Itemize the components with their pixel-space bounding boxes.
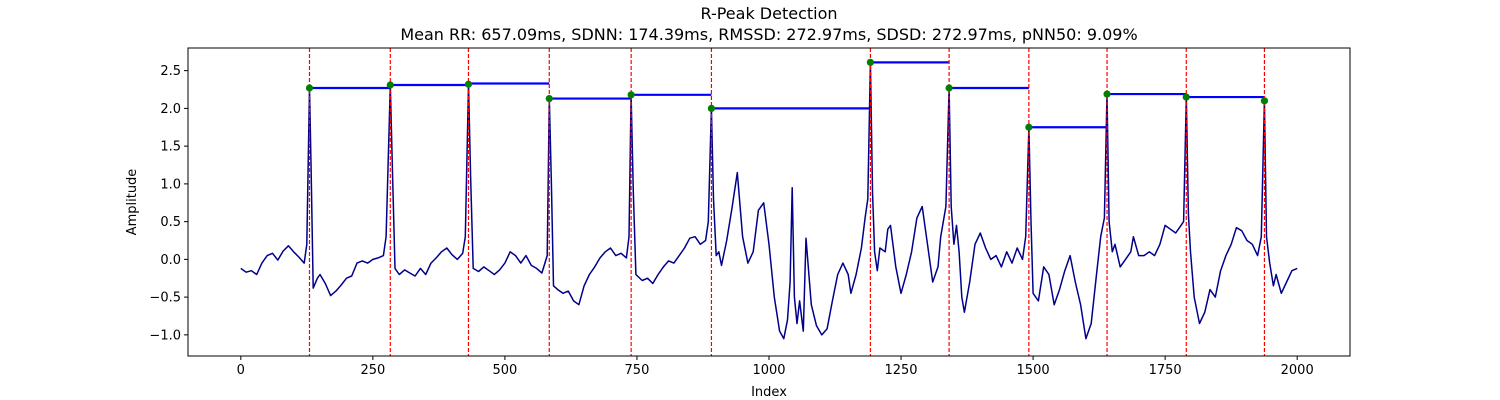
- y-tick-label: 0.5: [160, 215, 181, 230]
- r-peak-marker: [707, 104, 716, 112]
- r-peak-layer: [305, 58, 1269, 131]
- x-tick-label: 1750: [1149, 363, 1182, 378]
- y-tick-label: 1.5: [160, 140, 181, 155]
- r-peak-marker: [386, 81, 394, 89]
- rr-interval-layer: [309, 61, 1265, 129]
- y-tick-label: 1.0: [160, 177, 181, 192]
- y-tick-label: 2.5: [160, 64, 181, 79]
- r-peak-marker: [305, 84, 314, 92]
- x-tick-label: 1500: [1017, 363, 1050, 378]
- y-tick-label: −0.5: [149, 291, 181, 306]
- y-tick-label: −1.0: [149, 328, 181, 343]
- y-tick-label: 2.0: [160, 102, 181, 117]
- r-peak-marker: [1182, 93, 1190, 101]
- x-tick-label: 1250: [884, 363, 917, 378]
- x-tick-label: 250: [360, 363, 385, 378]
- signal-layer: [240, 61, 1298, 340]
- r-peak-marker: [464, 80, 473, 88]
- chart-title: R-Peak Detection: [700, 4, 837, 23]
- chart-subtitle: Mean RR: 657.09ms, SDNN: 174.39ms, RMSSD…: [400, 25, 1137, 44]
- plot-area: [240, 48, 1298, 356]
- r-peak-marker: [1260, 97, 1269, 105]
- y-axis: −1.0 −0.5 0.0 0.5 1.0 1.5 2.0 2.5: [149, 64, 188, 343]
- ecg-signal-line: [240, 61, 1298, 340]
- r-peak-marker: [1103, 90, 1111, 98]
- y-tick-label: 0.0: [160, 253, 181, 268]
- x-tick-label: 1000: [752, 363, 785, 378]
- x-tick-label: 500: [492, 363, 517, 378]
- y-axis-label: Amplitude: [125, 169, 140, 236]
- r-peak-marker: [627, 91, 635, 99]
- r-peak-marker: [945, 84, 953, 92]
- x-axis: 0 250 500 750 1000 1250 1500 1750 2000: [237, 356, 1314, 378]
- x-axis-label: Index: [751, 385, 787, 400]
- r-peak-marker: [545, 94, 553, 103]
- x-tick-label: 750: [625, 363, 650, 378]
- r-peak-marker: [1025, 123, 1033, 131]
- x-tick-label: 2000: [1281, 363, 1314, 378]
- r-peak-marker: [866, 58, 875, 66]
- x-tick-label: 0: [237, 363, 245, 378]
